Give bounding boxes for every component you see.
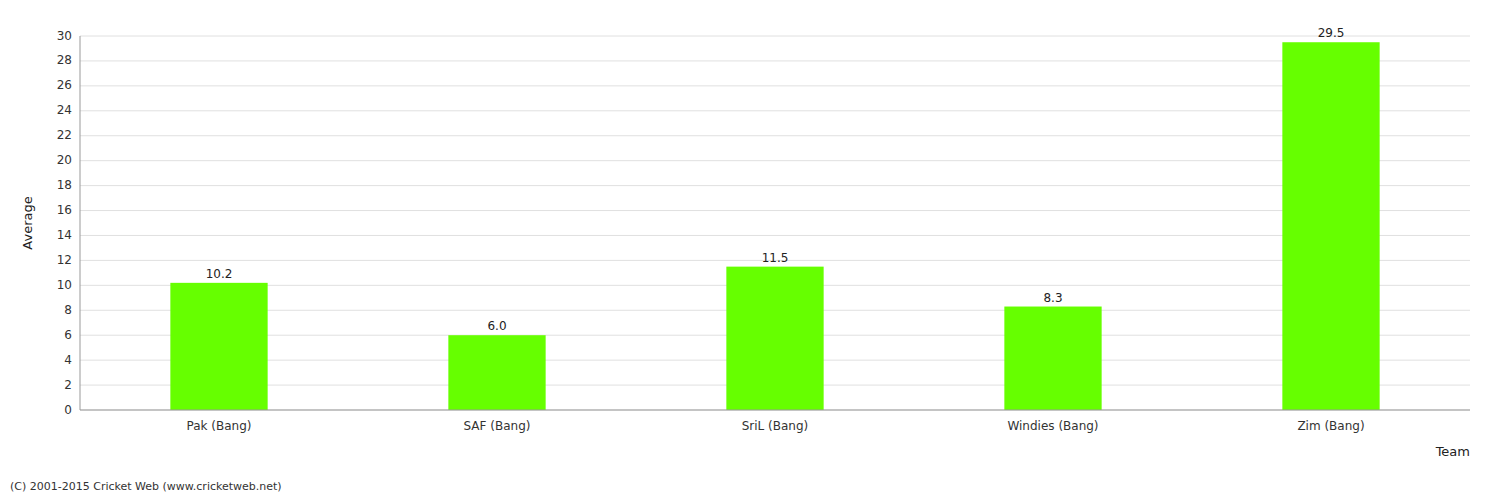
x-axis-line	[80, 410, 1470, 411]
chart-svg: 02468101214161820222426283010.26.011.58.…	[0, 0, 1500, 500]
grid-line	[80, 235, 1470, 236]
y-tick-label: 0	[64, 403, 72, 417]
x-axis-label: Team	[1435, 444, 1470, 459]
x-tick-label: Windies (Bang)	[1007, 419, 1098, 433]
grid-line	[80, 135, 1470, 136]
y-tick-label: 14	[57, 228, 72, 242]
y-tick-label: 8	[64, 303, 72, 317]
y-tick-label: 4	[64, 353, 72, 367]
chart-container: 02468101214161820222426283010.26.011.58.…	[0, 0, 1500, 500]
grid-line	[80, 60, 1470, 61]
grid-line	[80, 160, 1470, 161]
bar	[170, 283, 267, 410]
x-tick-label: Pak (Bang)	[187, 419, 252, 433]
footnote: (C) 2001-2015 Cricket Web (www.cricketwe…	[10, 480, 282, 493]
x-tick-label: SAF (Bang)	[464, 419, 531, 433]
data-label: 29.5	[1318, 26, 1345, 40]
data-label: 8.3	[1043, 291, 1062, 305]
y-tick-label: 26	[57, 78, 72, 92]
grid-line	[80, 110, 1470, 111]
x-tick-label: SriL (Bang)	[742, 419, 809, 433]
y-tick-label: 12	[57, 253, 72, 267]
grid-line	[80, 185, 1470, 186]
y-tick-label: 16	[57, 203, 72, 217]
grid-line	[80, 210, 1470, 211]
y-axis-label: Average	[20, 196, 35, 249]
data-label: 10.2	[206, 267, 233, 281]
grid-line	[80, 36, 1470, 37]
bar	[726, 267, 823, 410]
y-tick-label: 30	[57, 29, 72, 43]
y-tick-label: 22	[57, 128, 72, 142]
bar	[1004, 307, 1101, 410]
y-tick-label: 6	[64, 328, 72, 342]
y-tick-label: 18	[57, 178, 72, 192]
data-label: 11.5	[762, 251, 789, 265]
bars	[170, 42, 1379, 410]
y-tick-label: 20	[57, 153, 72, 167]
grid-line	[80, 85, 1470, 86]
grid	[80, 36, 1470, 410]
y-tick-label: 28	[57, 53, 72, 67]
y-tick-label: 10	[57, 278, 72, 292]
data-label: 6.0	[487, 319, 506, 333]
x-tick-label: Zim (Bang)	[1297, 419, 1364, 433]
bar	[1282, 42, 1379, 410]
y-tick-label: 2	[64, 378, 72, 392]
bar	[448, 335, 545, 410]
y-tick-label: 24	[57, 103, 72, 117]
y-axis-line	[80, 36, 81, 410]
grid-line	[80, 410, 1470, 411]
